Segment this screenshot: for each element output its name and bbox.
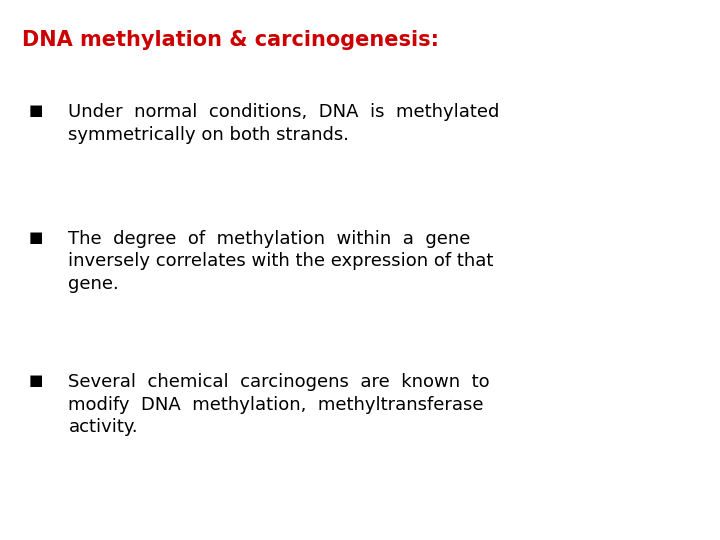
Text: The  degree  of  methylation  within  a  gene
inversely correlates with the expr: The degree of methylation within a gene …	[68, 230, 494, 293]
Text: Several  chemical  carcinogens  are  known  to
modify  DNA  methylation,  methyl: Several chemical carcinogens are known t…	[68, 373, 490, 436]
Text: DNA methylation & carcinogenesis:: DNA methylation & carcinogenesis:	[22, 30, 438, 50]
Text: Under  normal  conditions,  DNA  is  methylated
symmetrically on both strands.: Under normal conditions, DNA is methylat…	[68, 103, 500, 144]
Text: ■: ■	[29, 230, 43, 245]
Text: ■: ■	[29, 373, 43, 388]
Text: ■: ■	[29, 103, 43, 118]
